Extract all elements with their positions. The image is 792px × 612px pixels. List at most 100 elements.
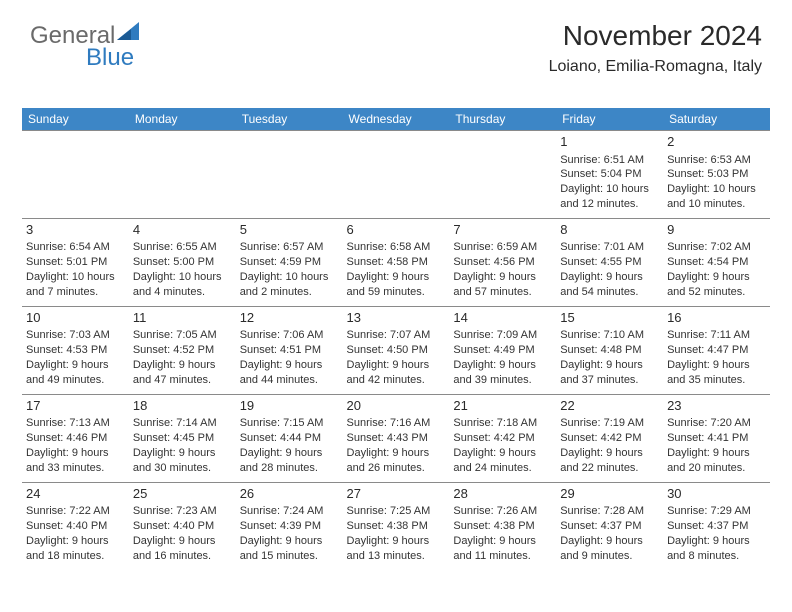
calendar-row: 17Sunrise: 7:13 AMSunset: 4:46 PMDayligh… [22,394,770,482]
daylight-text: Daylight: 9 hours and 37 minutes. [560,358,659,388]
daylight-text: Daylight: 9 hours and 11 minutes. [453,534,552,564]
calendar-cell: 20Sunrise: 7:16 AMSunset: 4:43 PMDayligh… [343,394,450,482]
page-title: November 2024 [549,20,762,52]
sunset-text: Sunset: 4:52 PM [133,343,232,358]
daylight-text: Daylight: 9 hours and 30 minutes. [133,446,232,476]
sunset-text: Sunset: 4:44 PM [240,431,339,446]
sunset-text: Sunset: 4:46 PM [26,431,125,446]
daylight-text: Daylight: 9 hours and 13 minutes. [347,534,446,564]
daylight-text: Daylight: 10 hours and 7 minutes. [26,270,125,300]
day-number: 15 [560,309,659,327]
calendar-cell: 17Sunrise: 7:13 AMSunset: 4:46 PMDayligh… [22,394,129,482]
sunset-text: Sunset: 4:38 PM [453,519,552,534]
calendar-cell: 24Sunrise: 7:22 AMSunset: 4:40 PMDayligh… [22,482,129,569]
daylight-text: Daylight: 9 hours and 52 minutes. [667,270,766,300]
day-number: 6 [347,221,446,239]
calendar-cell: 16Sunrise: 7:11 AMSunset: 4:47 PMDayligh… [663,306,770,394]
sunset-text: Sunset: 5:03 PM [667,167,766,182]
sunset-text: Sunset: 4:53 PM [26,343,125,358]
sunrise-text: Sunrise: 7:14 AM [133,416,232,431]
day-number: 9 [667,221,766,239]
daylight-text: Daylight: 9 hours and 9 minutes. [560,534,659,564]
daylight-text: Daylight: 9 hours and 39 minutes. [453,358,552,388]
calendar-body: 1Sunrise: 6:51 AMSunset: 5:04 PMDaylight… [22,131,770,570]
sunset-text: Sunset: 4:37 PM [667,519,766,534]
weekday-header: Sunday [22,108,129,131]
calendar-table: SundayMondayTuesdayWednesdayThursdayFrid… [22,108,770,570]
calendar-cell: 4Sunrise: 6:55 AMSunset: 5:00 PMDaylight… [129,218,236,306]
weekday-header: Wednesday [343,108,450,131]
calendar-cell: 14Sunrise: 7:09 AMSunset: 4:49 PMDayligh… [449,306,556,394]
sunset-text: Sunset: 5:04 PM [560,167,659,182]
daylight-text: Daylight: 9 hours and 8 minutes. [667,534,766,564]
calendar-cell: 10Sunrise: 7:03 AMSunset: 4:53 PMDayligh… [22,306,129,394]
sunset-text: Sunset: 4:39 PM [240,519,339,534]
calendar-cell: 8Sunrise: 7:01 AMSunset: 4:55 PMDaylight… [556,218,663,306]
calendar-row: 10Sunrise: 7:03 AMSunset: 4:53 PMDayligh… [22,306,770,394]
sunset-text: Sunset: 4:54 PM [667,255,766,270]
sunrise-text: Sunrise: 7:20 AM [667,416,766,431]
calendar-cell [129,131,236,219]
day-number: 22 [560,397,659,415]
sunset-text: Sunset: 4:51 PM [240,343,339,358]
calendar: SundayMondayTuesdayWednesdayThursdayFrid… [22,108,770,570]
calendar-cell: 1Sunrise: 6:51 AMSunset: 5:04 PMDaylight… [556,131,663,219]
sunrise-text: Sunrise: 7:15 AM [240,416,339,431]
day-number: 10 [26,309,125,327]
daylight-text: Daylight: 9 hours and 49 minutes. [26,358,125,388]
calendar-cell: 9Sunrise: 7:02 AMSunset: 4:54 PMDaylight… [663,218,770,306]
daylight-text: Daylight: 9 hours and 57 minutes. [453,270,552,300]
day-number: 7 [453,221,552,239]
logo: General Blue [30,22,139,50]
sunset-text: Sunset: 4:50 PM [347,343,446,358]
daylight-text: Daylight: 9 hours and 26 minutes. [347,446,446,476]
sunset-text: Sunset: 4:43 PM [347,431,446,446]
day-number: 24 [26,485,125,503]
sunset-text: Sunset: 4:41 PM [667,431,766,446]
weekday-header: Tuesday [236,108,343,131]
calendar-cell: 2Sunrise: 6:53 AMSunset: 5:03 PMDaylight… [663,131,770,219]
calendar-cell: 30Sunrise: 7:29 AMSunset: 4:37 PMDayligh… [663,482,770,569]
weekday-header: Thursday [449,108,556,131]
sunrise-text: Sunrise: 7:24 AM [240,504,339,519]
location-subtitle: Loiano, Emilia-Romagna, Italy [549,58,762,76]
day-number: 29 [560,485,659,503]
sunrise-text: Sunrise: 6:58 AM [347,240,446,255]
calendar-cell: 19Sunrise: 7:15 AMSunset: 4:44 PMDayligh… [236,394,343,482]
calendar-row: 1Sunrise: 6:51 AMSunset: 5:04 PMDaylight… [22,131,770,219]
sunrise-text: Sunrise: 7:10 AM [560,328,659,343]
calendar-cell: 5Sunrise: 6:57 AMSunset: 4:59 PMDaylight… [236,218,343,306]
day-number: 16 [667,309,766,327]
sunrise-text: Sunrise: 7:02 AM [667,240,766,255]
day-number: 23 [667,397,766,415]
daylight-text: Daylight: 9 hours and 22 minutes. [560,446,659,476]
sunrise-text: Sunrise: 6:57 AM [240,240,339,255]
day-number: 27 [347,485,446,503]
sunset-text: Sunset: 4:58 PM [347,255,446,270]
calendar-cell: 7Sunrise: 6:59 AMSunset: 4:56 PMDaylight… [449,218,556,306]
sunset-text: Sunset: 5:01 PM [26,255,125,270]
calendar-row: 24Sunrise: 7:22 AMSunset: 4:40 PMDayligh… [22,482,770,569]
day-number: 26 [240,485,339,503]
daylight-text: Daylight: 9 hours and 35 minutes. [667,358,766,388]
daylight-text: Daylight: 9 hours and 20 minutes. [667,446,766,476]
day-number: 1 [560,133,659,151]
daylight-text: Daylight: 9 hours and 47 minutes. [133,358,232,388]
calendar-cell: 18Sunrise: 7:14 AMSunset: 4:45 PMDayligh… [129,394,236,482]
sunrise-text: Sunrise: 6:59 AM [453,240,552,255]
sunset-text: Sunset: 4:55 PM [560,255,659,270]
calendar-cell: 15Sunrise: 7:10 AMSunset: 4:48 PMDayligh… [556,306,663,394]
sunrise-text: Sunrise: 7:07 AM [347,328,446,343]
day-number: 11 [133,309,232,327]
daylight-text: Daylight: 9 hours and 59 minutes. [347,270,446,300]
daylight-text: Daylight: 9 hours and 16 minutes. [133,534,232,564]
sunrise-text: Sunrise: 7:01 AM [560,240,659,255]
sunset-text: Sunset: 4:59 PM [240,255,339,270]
sunrise-text: Sunrise: 7:26 AM [453,504,552,519]
day-number: 3 [26,221,125,239]
calendar-cell: 11Sunrise: 7:05 AMSunset: 4:52 PMDayligh… [129,306,236,394]
calendar-cell: 13Sunrise: 7:07 AMSunset: 4:50 PMDayligh… [343,306,450,394]
calendar-cell: 23Sunrise: 7:20 AMSunset: 4:41 PMDayligh… [663,394,770,482]
daylight-text: Daylight: 9 hours and 33 minutes. [26,446,125,476]
sunrise-text: Sunrise: 6:55 AM [133,240,232,255]
